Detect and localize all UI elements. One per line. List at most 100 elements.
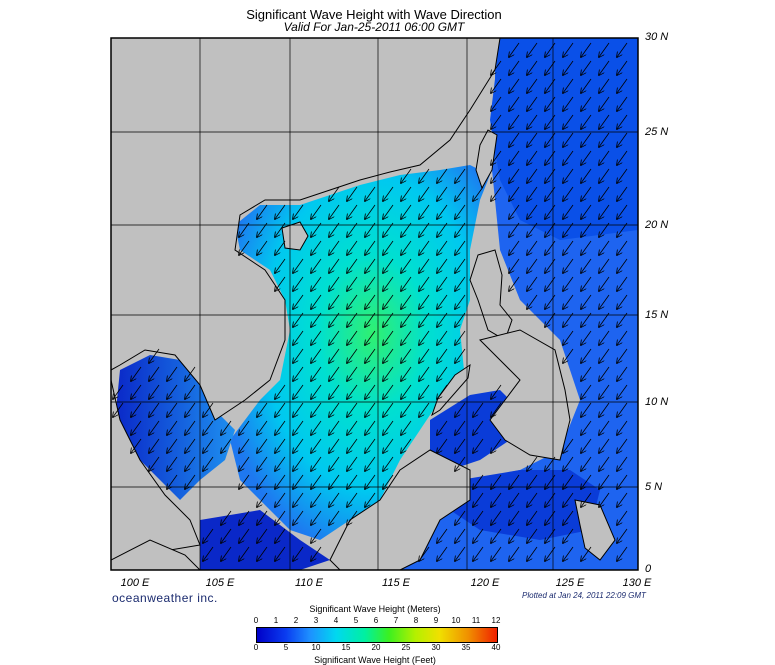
wave-arrow — [473, 528, 484, 543]
wave-arrow — [275, 240, 286, 255]
colorbar-feet-tick: 10 — [311, 643, 321, 652]
wave-arrow — [401, 330, 412, 345]
wave-arrow — [491, 402, 502, 417]
valid-time: Valid For Jan-25-2011 06:00 GMT — [283, 20, 465, 34]
wave-arrow — [581, 330, 592, 345]
wave-arrow — [563, 132, 574, 147]
wave-arrow — [401, 240, 412, 255]
wave-arrow — [617, 78, 628, 93]
wave-arrow — [275, 204, 286, 219]
wave-arrow — [167, 438, 178, 453]
wave-arrow — [131, 366, 142, 381]
wave-arrow — [455, 456, 466, 471]
wave-arrow — [293, 258, 304, 273]
colorbar-meters-tick: 4 — [333, 616, 339, 625]
wave-arrow — [257, 492, 268, 507]
wave-arrow — [293, 492, 304, 507]
wave-arrow — [509, 150, 520, 165]
wave-arrow — [347, 330, 358, 345]
colorbar-meters-tick: 0 — [253, 616, 259, 625]
wave-arrow — [455, 402, 466, 417]
lon-label-105e: 105 E — [205, 577, 235, 589]
wave-arrow — [617, 546, 628, 561]
colorbar-title-meters: Significant Wave Height (Meters) — [309, 604, 441, 614]
wave-arrow — [491, 168, 502, 183]
wave-arrow — [275, 438, 286, 453]
wave-arrow — [563, 456, 574, 471]
wave-arrow — [617, 330, 628, 345]
wave-arrow — [293, 366, 304, 381]
wave-arrow — [401, 402, 412, 417]
wave-arrow — [401, 294, 412, 309]
wave-arrow — [527, 456, 538, 471]
wave-arrow — [581, 420, 592, 435]
wave-arrow — [311, 276, 322, 291]
wave-arrow — [293, 204, 304, 219]
wave-arrow — [293, 510, 304, 525]
wave-arrow — [149, 438, 160, 453]
wave-arrow — [509, 168, 520, 183]
wave-arrow — [581, 96, 592, 111]
wave-arrow — [491, 78, 502, 93]
wave-arrow — [617, 132, 628, 147]
wave-arrow — [329, 204, 340, 219]
wave-arrow — [347, 456, 358, 471]
hainan-land — [281, 221, 309, 251]
wave-arrow — [599, 420, 610, 435]
wave-arrow — [329, 366, 340, 381]
luzon-land — [469, 249, 513, 341]
wave-arrow — [563, 330, 574, 345]
wave-arrow — [419, 402, 430, 417]
wave-arrow — [401, 168, 412, 183]
wave-arrow — [185, 438, 196, 453]
wave-arrow — [239, 510, 250, 525]
colorbar-feet-tick: 40 — [491, 643, 501, 652]
wave-arrow — [203, 456, 214, 471]
wave-arrow — [365, 438, 376, 453]
colorbar-meters-tick: 5 — [353, 616, 359, 625]
wave-arrow — [365, 276, 376, 291]
wave-arrow — [203, 546, 214, 561]
wave-arrow — [599, 492, 610, 507]
wave-arrow — [401, 348, 412, 363]
wave-arrow — [113, 384, 124, 399]
wave-arrow — [311, 384, 322, 399]
wave-arrow — [221, 510, 232, 525]
wave-arrow — [131, 402, 142, 417]
wave-arrow — [419, 186, 430, 201]
wave-arrow — [581, 438, 592, 453]
wave-arrow — [383, 384, 394, 399]
wave-arrow — [563, 546, 574, 561]
wave-arrow — [383, 420, 394, 435]
wave-arrow — [563, 528, 574, 543]
colorbar-meters-tick: 7 — [393, 616, 399, 625]
lat-label-20n: 20 N — [645, 219, 669, 231]
wave-arrow — [419, 366, 430, 381]
south-china-sea — [230, 165, 490, 540]
wave-arrow — [311, 510, 322, 525]
wave-arrow — [149, 402, 160, 417]
wave-arrow — [455, 348, 466, 363]
wave-arrow — [401, 258, 412, 273]
wave-arrow — [455, 168, 466, 183]
colorbar-meters-tick: 10 — [451, 616, 461, 625]
wave-arrow — [491, 438, 502, 453]
colorbar — [256, 627, 498, 643]
wave-arrow — [203, 438, 214, 453]
wave-arrow — [401, 366, 412, 381]
wave-arrow — [329, 186, 340, 201]
wave-arrow — [293, 384, 304, 399]
lon-label-100e: 100 E — [120, 577, 150, 589]
wave-arrow — [329, 330, 340, 345]
wave-arrow — [563, 258, 574, 273]
wave-arrow — [455, 438, 466, 453]
wave-arrow — [491, 186, 502, 201]
wave-arrow — [185, 420, 196, 435]
wave-arrow — [365, 186, 376, 201]
wave-arrow — [329, 384, 340, 399]
wave-arrow — [329, 438, 340, 453]
wave-arrow — [563, 276, 574, 291]
wave-arrow — [311, 402, 322, 417]
wave-arrow — [383, 438, 394, 453]
indochina-land — [111, 38, 501, 421]
